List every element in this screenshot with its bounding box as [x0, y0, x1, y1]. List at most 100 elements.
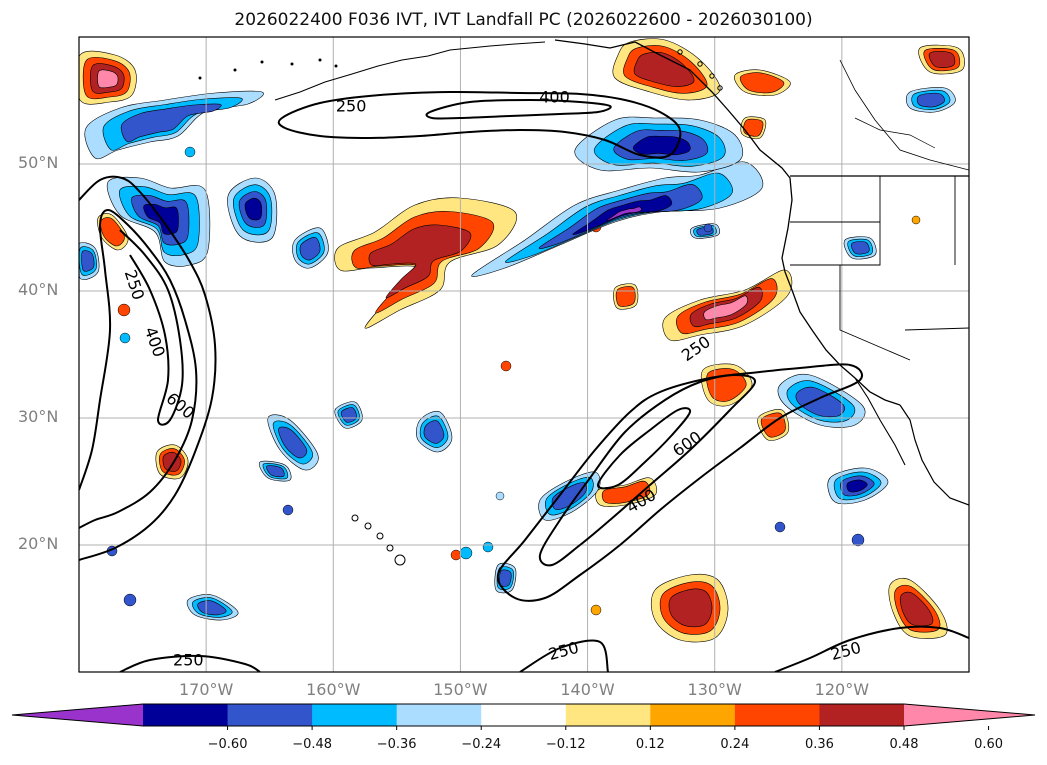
bc-island-0 — [677, 49, 683, 55]
contour-250-southeast — [774, 625, 969, 672]
coast-mexico — [899, 404, 969, 506]
cool-blob-west-2-level-3 — [244, 197, 263, 221]
aleutian-island-3 — [290, 62, 294, 66]
warm-blob-small-2-level-1 — [601, 480, 651, 504]
cool-blob-small-2-level-2 — [499, 569, 512, 587]
border-interior — [854, 117, 936, 149]
aleutian-island-4 — [318, 58, 322, 62]
hawaii-island-3 — [386, 544, 394, 552]
lat-tick-label-0: 20°N — [18, 534, 59, 553]
cool-blob-ne-level-2 — [916, 92, 945, 108]
contour-label-text-1: 400 — [539, 88, 570, 107]
colorbar-segment-3 — [396, 704, 482, 726]
cool-blob-socal-level-2 — [795, 386, 845, 418]
warm-dot-1 — [500, 360, 512, 372]
aleutian-island-5 — [334, 64, 338, 68]
cool-dot-5 — [459, 546, 473, 560]
cool-blob-gulf-level-3 — [632, 135, 691, 156]
colorbar-segment-2 — [312, 704, 398, 726]
map-gridlines — [79, 37, 969, 672]
cool-blob-jet-level-4 — [606, 206, 642, 221]
colorbar-label-0: −0.60 — [207, 737, 248, 752]
warm-blob-small-1-level-1 — [615, 286, 636, 307]
lat-tick-label-3: 50°N — [18, 153, 59, 172]
warm-dot-3 — [117, 303, 131, 317]
colorbar-segment-6 — [650, 704, 736, 726]
cool-blob-jet-level-3 — [572, 195, 673, 235]
contour-400-subtropical — [538, 373, 756, 567]
contour-250-north — [277, 90, 682, 159]
colorbar-segment-4 — [481, 704, 567, 726]
lon-tick-label-5: 120°W — [814, 680, 870, 699]
lon-tick-label-0: 170°W — [178, 680, 234, 699]
aleutian-island-2 — [260, 60, 264, 64]
warm-blob-west-edge-level-1 — [100, 217, 125, 247]
cool-blob-mid-3-level-2 — [278, 426, 308, 459]
lon-tick-label-4: 130°W — [687, 680, 742, 699]
ivt-contours — [79, 90, 969, 672]
colorbar-label-7: 0.36 — [804, 737, 834, 752]
colorbar-label-8: 0.48 — [889, 737, 919, 752]
contour-label-text-8: 250 — [173, 650, 204, 669]
contour-label-text-0: 250 — [336, 97, 367, 116]
lon-tick-label-2: 150°W — [433, 680, 488, 699]
warm-blob-se-level-2 — [899, 591, 934, 627]
contour-label-6: 600 — [669, 427, 705, 460]
cool-dot-6 — [495, 491, 505, 501]
cool-blob-oregon-level-2 — [850, 241, 870, 255]
map-title: 2026022400 F036 IVT, IVT Landfall PC (20… — [234, 10, 813, 30]
contour-400-west — [79, 208, 198, 529]
cool-dot-7 — [282, 504, 294, 516]
colorbar-label-2: −0.36 — [376, 737, 417, 752]
aleutian-island-1 — [233, 68, 237, 72]
cool-blob-south-2-level-2 — [266, 465, 285, 478]
colorbar-extend-high — [904, 704, 1035, 726]
contour-250-subtropical — [496, 363, 863, 602]
colorbar-outline — [11, 703, 1036, 727]
contour-label-text-2: 250 — [121, 267, 149, 302]
contour-label-2: 250 — [121, 267, 149, 302]
cool-dot-10 — [703, 223, 713, 233]
lon-tick-label-1: 160°W — [306, 680, 361, 699]
cool-dot-4 — [851, 533, 865, 547]
lat-tick-label-2: 40°N — [18, 280, 59, 299]
contour-label-1: 400 — [539, 88, 570, 107]
bc-island-3 — [717, 85, 723, 91]
colorbar-label-3: −0.24 — [461, 737, 502, 752]
coast-alaska-peninsula — [274, 41, 546, 101]
colorbar-label-4: −0.12 — [545, 737, 586, 752]
colorbar-label-5: 0.12 — [635, 737, 665, 752]
warm-blob-small-4-level-1 — [739, 72, 785, 94]
colorbar-extend-low — [12, 704, 143, 726]
warm-blob-south-level-2 — [668, 588, 713, 628]
warm-blob-small-3-level-1 — [743, 118, 764, 137]
colorbar-segment-0 — [143, 704, 229, 726]
contour-600-subtropical — [597, 407, 692, 490]
cool-dot-9 — [119, 332, 131, 344]
map-frame — [78, 36, 970, 673]
border-yukon-bc — [839, 59, 969, 171]
contour-label-text-10: 250 — [829, 638, 863, 664]
lon-tick-label-3: 140°W — [560, 680, 615, 699]
cool-blob-south-1-level-2 — [197, 600, 227, 616]
contour-250-south-2 — [519, 639, 609, 672]
coastline — [198, 39, 969, 566]
contour-600-west — [119, 229, 184, 426]
border-california-nevada — [839, 265, 911, 361]
border-oregon — [790, 222, 881, 266]
colorbar-label-1: −0.48 — [292, 737, 333, 752]
contour-label-9: 250 — [546, 638, 580, 664]
cool-blob-mid-1-level-2 — [299, 237, 321, 261]
cool-blob-edge-level-2 — [81, 250, 95, 272]
colorbar-segment-8 — [819, 704, 905, 726]
border-southwest — [904, 327, 969, 331]
border-washington-oregon — [790, 176, 881, 223]
colorbar-segment-7 — [734, 704, 820, 726]
hawaii-island-0 — [351, 514, 359, 522]
warm-blob-central-level-2 — [368, 224, 472, 299]
cool-blob-nw-level-2 — [120, 103, 222, 143]
hawaii-island-1 — [364, 522, 372, 530]
cool-blob-baja-level-3 — [846, 479, 868, 493]
bc-island-2 — [709, 73, 715, 79]
